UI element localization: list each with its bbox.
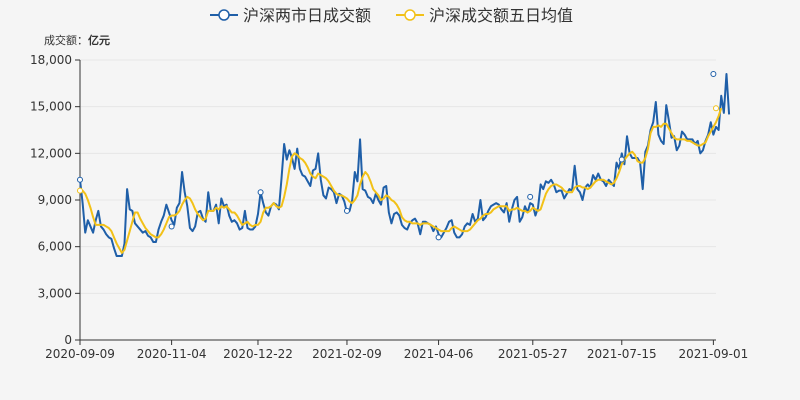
y-tick-label: 3,000 <box>38 286 72 300</box>
x-tick-label: 2020-11-04 <box>137 347 207 361</box>
series-point-marker <box>435 234 442 241</box>
legend-marker-series2 <box>404 9 416 21</box>
y-unit: 亿元 <box>88 33 110 47</box>
legend-item-series1[interactable]: 沪深两市日成交额 <box>210 6 371 25</box>
series-point-marker <box>343 207 350 214</box>
legend-marker-series1 <box>218 9 230 21</box>
series-line-daily-turnover <box>79 73 731 257</box>
legend[interactable]: 沪深两市日成交额 沪深成交额五日均值 <box>210 6 573 25</box>
legend-label-series1: 沪深两市日成交额 <box>243 6 371 25</box>
y-axis: 0 3,000 6,000 9,000 12,000 15,000 18,000 <box>30 53 81 347</box>
series-point-marker <box>710 71 717 77</box>
x-tick-label: 2021-02-09 <box>312 347 382 361</box>
x-tick-label: 2021-09-01 <box>679 347 749 361</box>
series-point-marker <box>77 187 83 194</box>
gridlines <box>80 59 716 294</box>
series-point-marker <box>527 193 534 200</box>
y-tick-label: 12,000 <box>30 146 72 160</box>
series-point-marker <box>618 156 625 163</box>
x-tick-label: 2021-07-15 <box>587 347 657 361</box>
series-point-marker <box>168 223 175 230</box>
series-point-marker <box>713 105 719 112</box>
series-lines <box>79 73 731 257</box>
x-tick-label: 2020-12-22 <box>223 347 293 361</box>
legend-item-series2[interactable]: 沪深成交额五日均值 <box>396 6 573 25</box>
y-tick-label: 15,000 <box>30 100 72 114</box>
y-tick-label: 9,000 <box>38 193 72 207</box>
y-unit-prefix: 成交额 <box>44 33 77 47</box>
x-tick-label: 2021-05-27 <box>498 347 568 361</box>
y-unit-sep: ： <box>77 34 88 47</box>
legend-label-series2: 沪深成交额五日均值 <box>429 6 573 25</box>
y-unit-label: 成交额：亿元 <box>44 33 110 47</box>
y-tick-label: 18,000 <box>30 53 72 67</box>
series-line-five-day-average <box>80 107 723 254</box>
x-tick-label: 2021-04-06 <box>404 347 474 361</box>
x-tick-label: 2020-09-09 <box>45 347 115 361</box>
series-markers <box>77 71 719 241</box>
series-point-marker <box>77 176 83 183</box>
x-axis: 2020-09-09 2020-11-04 2020-12-22 2021-02-09… <box>45 339 749 361</box>
series-point-marker <box>257 189 264 196</box>
y-tick-label: 0 <box>64 333 72 347</box>
y-tick-label: 6,000 <box>38 240 72 254</box>
